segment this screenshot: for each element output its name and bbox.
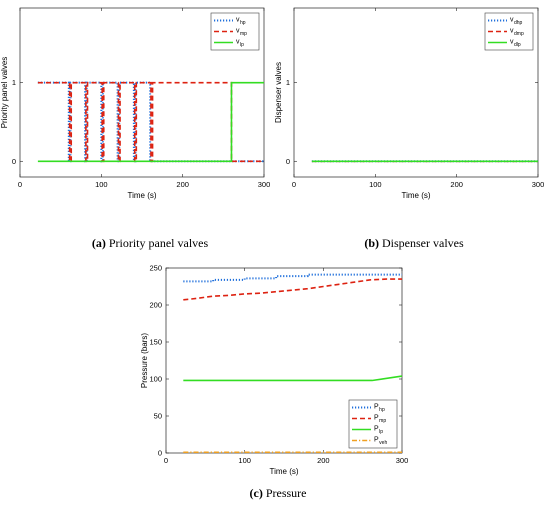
legend-label: Php [374, 404, 385, 414]
y-tick-label: 1 [286, 78, 290, 87]
caption-c-letter: (c) [249, 486, 263, 500]
y-axis-label: Dispenser valves [274, 62, 283, 123]
x-axis-label: Time (s) [401, 191, 430, 200]
series-line-p-lp [183, 375, 403, 382]
x-tick-label: 100 [95, 180, 108, 189]
series-line-p-hp [183, 273, 402, 283]
caption-c-text: Pressure [262, 486, 307, 500]
x-axis-label: Time (s) [127, 191, 156, 200]
y-tick-label: 100 [149, 375, 162, 384]
x-tick-label: 200 [450, 180, 463, 189]
caption-b-text: Dispenser valves [379, 236, 464, 250]
x-tick-label: 100 [369, 180, 382, 189]
x-tick-label: 0 [18, 180, 22, 189]
y-tick-label: 1 [12, 78, 16, 87]
series-line-v-lp [37, 81, 264, 163]
series-line-p-mp [183, 278, 402, 301]
x-tick-label: 100 [238, 456, 251, 465]
plot-frame [19, 7, 265, 178]
x-tick-label: 0 [292, 180, 296, 189]
y-tick-label: 250 [149, 264, 162, 273]
legend-label: vmp [236, 28, 247, 38]
legend-label: Plp [374, 426, 383, 436]
chart-b: 0 100 200 300 0 1 Time (s) Dispenser valves vdhp… [274, 7, 545, 200]
x-tick-label: 300 [258, 180, 271, 189]
caption-b-letter: (b) [364, 236, 380, 250]
chart-c: 0 100 200 300 0 50 100 150 200 250 Time (s) Pressur… [140, 264, 408, 477]
x-tick-label: 0 [164, 456, 168, 465]
legend-label: Pveh [374, 437, 387, 447]
y-axis-label: Pressure (bars) [140, 333, 149, 388]
legend-label: vdmp [510, 28, 524, 38]
legend-label: vlp [236, 39, 244, 49]
legend-label: vhp [236, 17, 246, 27]
legend-label: Pmp [374, 415, 386, 425]
plot-frame [293, 7, 539, 178]
y-tick-label: 50 [154, 412, 162, 421]
caption-a: (a) Priority panel valves [92, 236, 208, 251]
caption-a-text: Priority panel valves [105, 236, 209, 250]
caption-a-letter: (a) [91, 236, 106, 250]
x-tick-label: 200 [176, 180, 189, 189]
caption-c: (c) Pressure [250, 486, 307, 501]
y-tick-label: 0 [12, 157, 16, 166]
plot-frame [165, 267, 403, 454]
y-tick-label: 150 [149, 338, 162, 347]
y-tick-label: 0 [286, 157, 290, 166]
y-tick-label: 200 [149, 301, 162, 310]
x-tick-label: 300 [532, 180, 545, 189]
legend-label: vdhp [510, 17, 523, 27]
y-axis-label: Priority panel valves [0, 57, 9, 129]
x-tick-label: 200 [317, 456, 330, 465]
caption-b: (b) Dispenser valves [364, 236, 463, 251]
legend-label: vdlp [510, 39, 521, 49]
chart-a: 0 100 200 300 0 1 Time (s) Priority panel valve… [0, 7, 271, 200]
x-axis-label: Time (s) [269, 467, 298, 476]
x-tick-label: 300 [396, 456, 409, 465]
y-tick-label: 0 [158, 449, 162, 458]
